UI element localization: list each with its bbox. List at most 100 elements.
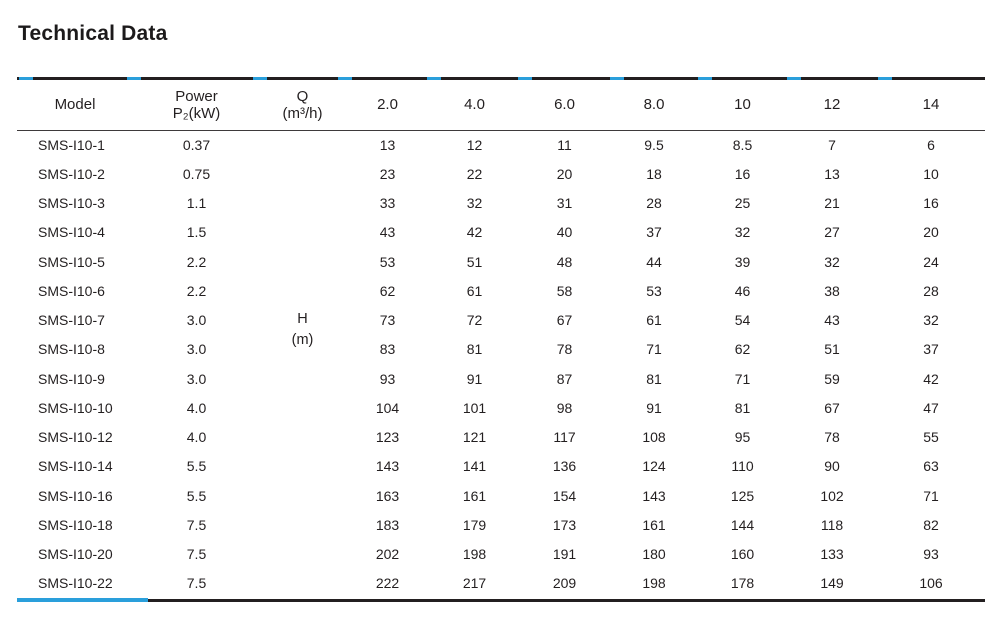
model-cell: SMS-I10-4 xyxy=(38,224,105,241)
head-value-cell: 9.5 xyxy=(644,136,664,153)
head-value-cell: 161 xyxy=(642,516,666,533)
table-row: SMS-I10-10 4.0 104 101 98 91 81 67 47 xyxy=(17,393,985,422)
power-cell: 1.5 xyxy=(186,224,207,241)
head-value-cell: 144 xyxy=(730,516,755,533)
head-value-cell: 78 xyxy=(556,341,573,358)
head-value-cell: 37 xyxy=(646,224,662,241)
head-value-cell: 42 xyxy=(466,224,483,241)
power-header-line2: P₂(kW) xyxy=(172,104,221,122)
table-body: SMS-I10-1 0.37 H (m) 13 12 11 9.5 8.5 7 6 SMS-I10-2… xyxy=(17,130,985,598)
head-value-cell: 6 xyxy=(927,136,935,153)
head-value-cell: 46 xyxy=(734,282,751,299)
power-cell: 3.0 xyxy=(186,370,207,387)
power-cell: 7.5 xyxy=(186,575,207,592)
head-value-cell: 202 xyxy=(375,546,400,563)
head-value-cell: 136 xyxy=(552,458,577,475)
table-bottom-rule xyxy=(17,598,985,603)
head-value-cell: 37 xyxy=(923,341,939,358)
head-value-cell: 51 xyxy=(466,253,483,270)
model-cell: SMS-I10-8 xyxy=(38,341,105,358)
head-value-cell: 20 xyxy=(923,224,939,241)
head-value-cell: 67 xyxy=(824,399,840,416)
model-cell: SMS-I10-16 xyxy=(38,487,113,504)
table-row: SMS-I10-2 0.75 23 22 20 18 16 13 10 xyxy=(17,159,985,188)
head-value-cell: 53 xyxy=(379,253,396,270)
head-unit-label: H (m) xyxy=(291,311,314,349)
power-cell: 5.5 xyxy=(186,458,207,475)
head-value-cell: 33 xyxy=(379,195,396,212)
head-value-cell: 87 xyxy=(556,370,573,387)
head-value-cell: 198 xyxy=(462,546,487,563)
model-cell: SMS-I10-18 xyxy=(38,516,113,533)
head-value-cell: 163 xyxy=(375,487,400,504)
power-cell: 3.0 xyxy=(186,312,207,329)
table-row: SMS-I10-14 5.5 143 141 136 124 110 90 63 xyxy=(17,452,985,481)
head-value-cell: 62 xyxy=(379,282,396,299)
head-value-cell: 43 xyxy=(379,224,396,241)
head-value-cell: 104 xyxy=(375,399,400,416)
head-value-cell: 32 xyxy=(824,253,840,270)
head-value-cell: 93 xyxy=(379,370,396,387)
bottom-rule-accent xyxy=(17,598,148,602)
head-value-cell: 28 xyxy=(923,282,939,299)
power-cell: 2.2 xyxy=(186,253,207,270)
model-cell: SMS-I10-10 xyxy=(38,399,113,416)
model-cell: SMS-I10-22 xyxy=(38,575,113,592)
head-value-cell: 108 xyxy=(642,429,666,446)
head-value-cell: 78 xyxy=(824,429,840,446)
head-value-cell: 154 xyxy=(552,487,577,504)
power-cell: 7.5 xyxy=(186,546,207,563)
table-row: SMS-I10-5 2.2 53 51 48 44 39 32 24 xyxy=(17,247,985,276)
head-value-cell: 47 xyxy=(923,399,939,416)
column-header-power: Power P₂(kW) xyxy=(133,80,260,131)
head-value-cell: 32 xyxy=(734,224,751,241)
model-cell: SMS-I10-7 xyxy=(38,312,105,329)
head-value-cell: 83 xyxy=(379,341,396,358)
head-value-cell: 117 xyxy=(553,429,576,446)
head-value-cell: 24 xyxy=(923,253,939,270)
head-value-cell: 71 xyxy=(923,487,939,504)
head-value-cell: 23 xyxy=(379,165,396,182)
table-top-rule xyxy=(17,77,985,80)
head-value-cell: 178 xyxy=(730,575,755,592)
head-value-cell: 72 xyxy=(466,312,483,329)
head-value-cell: 22 xyxy=(466,165,483,182)
column-header-flowrate-12: 12 xyxy=(787,80,877,131)
bottom-rule-dark xyxy=(148,598,985,602)
head-value-cell: 21 xyxy=(824,195,840,212)
page-title: Technical Data xyxy=(18,22,168,45)
head-value-cell: 58 xyxy=(556,282,573,299)
head-value-cell: 27 xyxy=(824,224,840,241)
table-row: SMS-I10-4 1.5 43 42 40 37 32 27 20 xyxy=(17,218,985,247)
head-value-cell: 31 xyxy=(556,195,573,212)
power-cell: 0.37 xyxy=(182,136,211,153)
head-value-cell: 95 xyxy=(734,429,751,446)
head-value-cell: 125 xyxy=(730,487,755,504)
head-value-cell: 222 xyxy=(375,575,400,592)
head-value-cell: 61 xyxy=(466,282,483,299)
column-header-flowrate-6: 6.0 xyxy=(519,80,610,131)
head-value-cell: 42 xyxy=(923,370,939,387)
head-value-cell: 102 xyxy=(820,487,844,504)
model-cell: SMS-I10-14 xyxy=(38,458,113,475)
head-value-cell: 61 xyxy=(646,312,662,329)
model-cell: SMS-I10-6 xyxy=(38,282,105,299)
head-unit-cell: H (m) xyxy=(260,130,345,598)
head-value-cell: 81 xyxy=(466,341,483,358)
head-value-cell: 141 xyxy=(462,458,487,475)
table-row: SMS-I10-9 3.0 93 91 87 81 71 59 42 xyxy=(17,364,985,393)
power-cell: 5.5 xyxy=(186,487,207,504)
model-cell: SMS-I10-9 xyxy=(38,370,105,387)
data-table: Model Power P₂(kW) Q (m³/h) 2.0 4.0 6.0 … xyxy=(17,80,985,598)
head-value-cell: 67 xyxy=(556,312,573,329)
model-cell: SMS-I10-5 xyxy=(38,253,105,270)
head-value-cell: 32 xyxy=(466,195,483,212)
head-value-cell: 106 xyxy=(919,575,943,592)
head-value-cell: 11 xyxy=(557,136,572,153)
head-value-cell: 91 xyxy=(466,370,483,387)
table-row: SMS-I10-22 7.5 222 217 209 198 178 149 106 xyxy=(17,569,985,598)
head-value-cell: 143 xyxy=(642,487,666,504)
power-cell: 7.5 xyxy=(186,516,207,533)
column-header-flowrate-14: 14 xyxy=(877,80,985,131)
model-cell: SMS-I10-12 xyxy=(38,429,113,446)
